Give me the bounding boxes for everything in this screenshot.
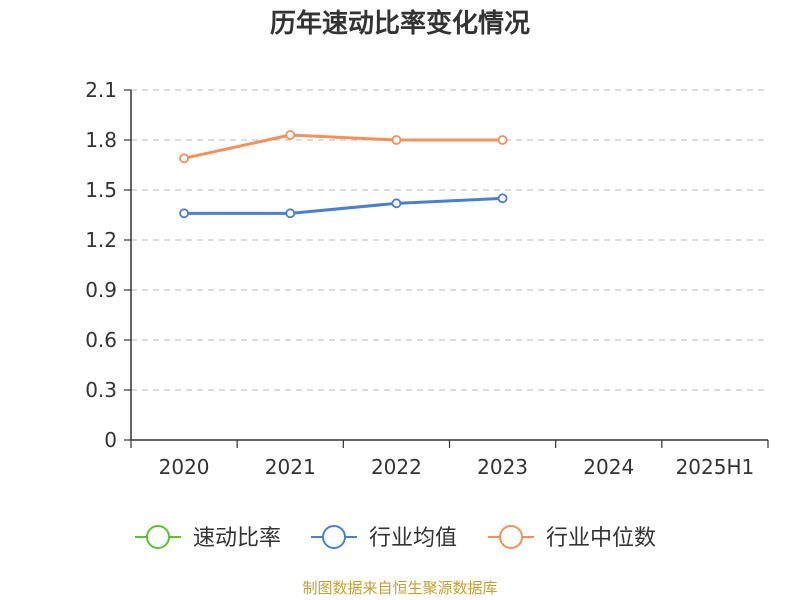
axes: 0 0.3 0.6 0.9 1.2 1.5 1.8 2.1 2020 2021 2022 2023 20… — [85, 78, 769, 479]
legend-item-2[interactable]: 行业中位数 — [488, 525, 656, 551]
data-point[interactable] — [497, 135, 508, 145]
legend-item-1[interactable]: 行业均值 — [311, 525, 457, 551]
legend-marker-icon — [499, 525, 523, 549]
data-point[interactable] — [179, 153, 189, 164]
data-point[interactable] — [179, 208, 189, 219]
series-1 — [179, 193, 508, 219]
data-point[interactable] — [497, 193, 508, 204]
legend-marker-icon — [146, 525, 170, 549]
y-tick-label: 1.2 — [85, 228, 117, 252]
series-lines — [179, 130, 508, 219]
x-tick-label: 2024 — [583, 455, 634, 479]
data-point[interactable] — [391, 135, 402, 145]
data-point[interactable] — [285, 208, 296, 219]
x-tick-label: 2023 — [477, 455, 528, 479]
legend-item-0[interactable]: 速动比率 — [135, 525, 281, 551]
chart-title: 历年速动比率变化情况 — [269, 9, 530, 39]
series-2 — [179, 130, 508, 164]
legend-label: 速动比率 — [193, 526, 281, 551]
x-tick-label: 2020 — [159, 455, 210, 479]
legend-label: 行业均值 — [369, 526, 457, 551]
y-tick-label: 1.5 — [85, 178, 117, 202]
y-tick-label: 0.6 — [85, 328, 117, 352]
source-note: 制图数据来自恒生聚源数据库 — [302, 579, 498, 597]
data-point[interactable] — [285, 130, 296, 140]
x-tick-label: 2022 — [371, 455, 422, 479]
gridlines — [131, 89, 768, 391]
legend[interactable]: 速动比率 行业均值 行业中位数 — [135, 525, 656, 551]
y-tick-label: 0.9 — [85, 278, 117, 302]
x-tick-label: 2021 — [265, 455, 316, 479]
y-tick-label: 2.1 — [85, 78, 117, 102]
series-line — [182, 196, 505, 215]
y-tick-label: 0.3 — [85, 378, 117, 402]
x-tick-label: 2025H1 — [676, 455, 755, 479]
y-tick-label: 0 — [104, 428, 117, 452]
legend-label: 行业中位数 — [546, 526, 656, 551]
y-tick-label: 1.8 — [85, 128, 117, 152]
data-point[interactable] — [391, 198, 402, 209]
legend-marker-icon — [322, 525, 346, 549]
series-line — [182, 133, 505, 160]
